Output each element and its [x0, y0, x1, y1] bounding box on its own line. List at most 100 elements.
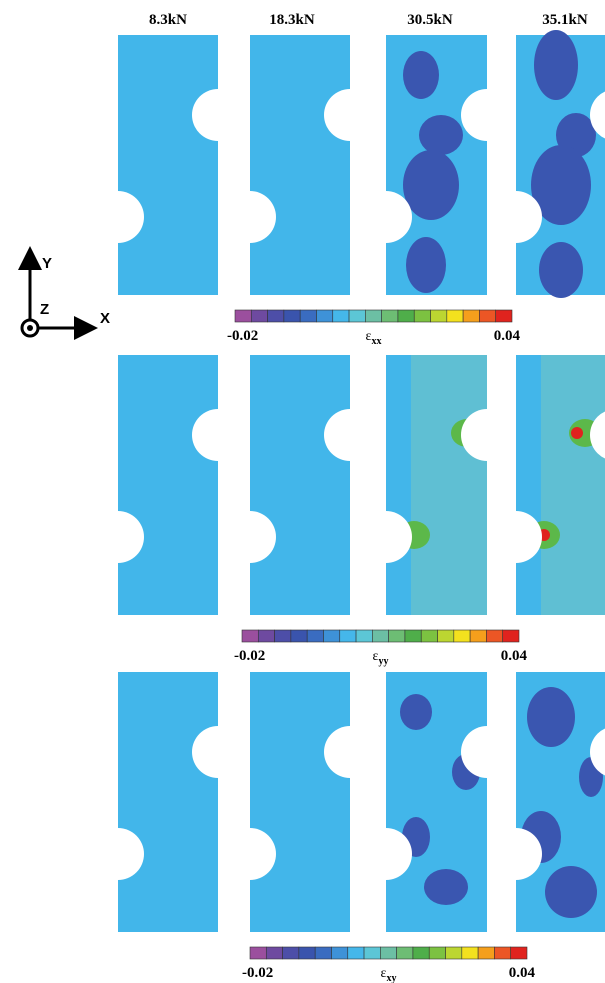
notch [324, 409, 376, 461]
notch [192, 409, 244, 461]
colorbar-swatch [275, 630, 291, 642]
colorbar-swatch [462, 947, 478, 959]
colorbar-swatch [235, 310, 251, 322]
strain-panel [224, 672, 376, 932]
colorbar-swatch [380, 947, 396, 959]
colorbar-swatch [421, 630, 437, 642]
strain-panel [360, 355, 513, 615]
column-header: 30.5kN [407, 12, 453, 28]
colorbar-swatch [299, 947, 315, 959]
colorbar-swatch [315, 947, 331, 959]
axis-triad: Y Z X [22, 252, 110, 336]
band [411, 355, 487, 615]
colorbar-swatch [283, 947, 299, 959]
colorbar-swatch [356, 630, 372, 642]
strain-subscript: xy [386, 973, 396, 983]
notch [224, 828, 276, 880]
colorbar-max: 0.04 [501, 648, 528, 664]
strain-region [403, 150, 459, 220]
colorbar-swatch [372, 630, 388, 642]
strain-panel [92, 35, 244, 295]
colorbar-swatch [284, 310, 300, 322]
notch [461, 89, 513, 141]
colorbar-swatch [503, 630, 519, 642]
strain-panel [360, 672, 513, 932]
strain-panel [92, 672, 244, 932]
strain-panel [92, 355, 244, 615]
strain-panel [224, 355, 376, 615]
x-label: X [100, 310, 110, 327]
colorbar: -0.02 0.04 εxy [242, 947, 536, 983]
colorbar-min: -0.02 [234, 648, 265, 664]
colorbar-swatch [291, 630, 307, 642]
strain-region [527, 687, 575, 747]
colorbar-swatch [364, 947, 380, 959]
notch [360, 191, 412, 243]
colorbar-swatch [454, 630, 470, 642]
notch [92, 191, 144, 243]
notch [224, 511, 276, 563]
strain-label: εxy [381, 966, 397, 983]
colorbar-swatch [438, 630, 454, 642]
colorbar-swatch [333, 310, 349, 322]
notch [490, 511, 542, 563]
colorbar-swatch [348, 947, 364, 959]
colorbar-max: 0.04 [494, 328, 521, 344]
colorbar-swatch [250, 947, 266, 959]
notch [192, 89, 244, 141]
colorbar-swatch [486, 630, 502, 642]
colorbar-swatch [431, 310, 447, 322]
strain-region [534, 30, 578, 100]
z-dot [27, 325, 33, 331]
colorbar-swatch [323, 630, 339, 642]
colorbar-swatch [470, 630, 486, 642]
colorbar-swatch [316, 310, 332, 322]
strain-panel [490, 672, 605, 932]
colorbar-min: -0.02 [242, 965, 273, 981]
strain-panel [490, 355, 605, 615]
colorbar-swatch [349, 310, 365, 322]
notch [360, 828, 412, 880]
specimen [250, 355, 350, 615]
notch [490, 828, 542, 880]
colorbar-swatch [242, 630, 258, 642]
notch [324, 89, 376, 141]
notch [490, 191, 542, 243]
colorbar-min: -0.02 [227, 328, 258, 344]
y-label: Y [42, 255, 52, 272]
colorbar-swatch [307, 630, 323, 642]
band [541, 355, 605, 615]
colorbar-swatch [382, 310, 398, 322]
notch [461, 409, 513, 461]
specimen [118, 672, 218, 932]
notch [192, 726, 244, 778]
figure: Y Z X 8.3kN18.3kN30.5kN35.1kN-0.020.04εx… [0, 0, 605, 983]
specimen [250, 35, 350, 295]
specimen [250, 672, 350, 932]
colorbar-swatch [463, 310, 479, 322]
colorbar-swatch [496, 310, 512, 322]
specimen [118, 35, 218, 295]
strain-subscript: yy [378, 656, 388, 667]
strain-region [424, 869, 468, 905]
colorbar-swatch [405, 630, 421, 642]
strain-region [419, 115, 463, 155]
colorbar-swatch [397, 947, 413, 959]
strain-panel [224, 35, 376, 295]
notch [92, 511, 144, 563]
colorbar-swatch [447, 310, 463, 322]
strain-region [406, 237, 446, 293]
strain-panel [360, 35, 513, 295]
colorbar-max: 0.04 [509, 965, 536, 981]
colorbar-swatch [300, 310, 316, 322]
notch [360, 511, 412, 563]
notch [324, 726, 376, 778]
page: Y Z X 8.3kN18.3kN30.5kN35.1kN-0.020.04εx… [0, 0, 605, 983]
colorbar-swatch [511, 947, 527, 959]
column-header: 35.1kN [542, 12, 588, 28]
colorbar-swatch [340, 630, 356, 642]
colorbar-swatch [494, 947, 510, 959]
colorbar-swatch [414, 310, 430, 322]
strain-subscript: xx [371, 336, 381, 347]
